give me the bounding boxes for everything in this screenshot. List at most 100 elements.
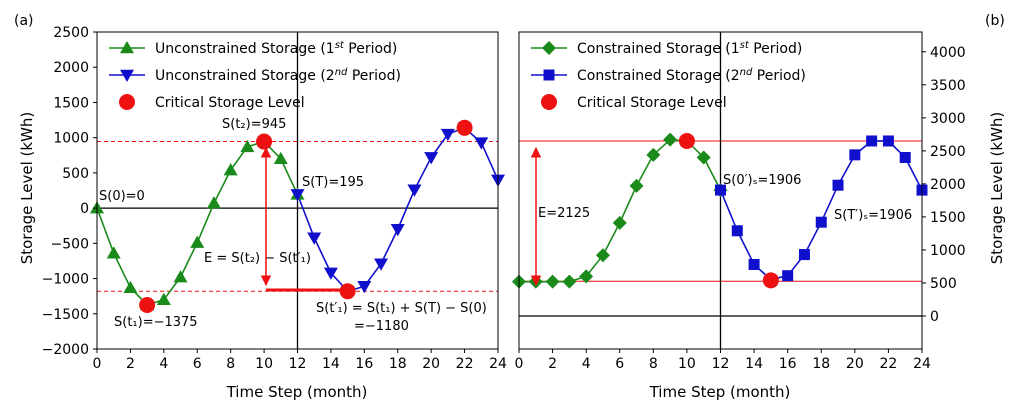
- annotation-st1p-formula: S(t′₁) = S(t₁) + S(T) − S(0): [316, 301, 487, 316]
- legend-a: Unconstrained Storage (1st Period) Uncons…: [109, 40, 401, 111]
- data-point-s2-2: [307, 232, 322, 245]
- legend-label-1: Unconstrained Storage (1st Period): [155, 40, 397, 58]
- x-tick-label: 24: [913, 356, 931, 372]
- data-point-s1-12: [696, 150, 711, 165]
- data-point-s1-7: [612, 215, 627, 230]
- data-point-s1-3: [545, 274, 560, 289]
- x-tick-label: 12: [712, 356, 730, 372]
- data-point-s1-9: [223, 163, 238, 176]
- x-tick-label: 2: [126, 356, 135, 372]
- data-point-s1-12: [273, 151, 288, 165]
- y-tick-label: 500: [62, 166, 89, 182]
- x-tick-label: 8: [649, 356, 658, 372]
- x-tick-label: 16: [779, 356, 797, 372]
- data-point-s1-8: [206, 196, 221, 209]
- x-axis-label-b: Time Step (month): [649, 383, 791, 401]
- data-point-s3-1: [678, 132, 695, 149]
- x-tick-label: 4: [582, 356, 591, 372]
- legend-label-3: Critical Storage Level: [577, 95, 727, 111]
- x-tick-label: 4: [159, 356, 168, 372]
- data-point-s2-8: [832, 179, 844, 191]
- data-point-s2-12: [899, 151, 911, 163]
- data-point-s2-2: [731, 225, 743, 237]
- data-point-s2-1: [715, 184, 726, 196]
- data-point-s1-9: [646, 147, 661, 162]
- data-point-s3-2: [762, 272, 779, 289]
- x-tick-label: 10: [678, 356, 696, 372]
- annotations-a: S(0)=0 S(t₂)=945 S(T)=195 S(t₁)=−1375 E …: [99, 117, 487, 334]
- data-point-s1-8: [629, 178, 644, 193]
- legend-marker-2: [543, 69, 555, 81]
- data-point-s2-11: [882, 135, 894, 147]
- data-point-s1-3: [123, 280, 138, 293]
- annotation-s0: S(0)=0: [99, 189, 145, 204]
- y-tick-label: 2000: [53, 60, 89, 76]
- x-tick-label: 0: [93, 356, 102, 372]
- x-tick-label: 10: [255, 356, 273, 372]
- data-point-s2-10: [440, 128, 455, 142]
- data-point-s2-10: [866, 135, 878, 147]
- legend-label-2: Constrained Storage (2nd Period): [577, 67, 806, 85]
- data-point-s1-5: [156, 292, 171, 305]
- data-point-s1-2: [106, 246, 121, 259]
- x-tick-label: 6: [615, 356, 624, 372]
- x-tick-label: 18: [812, 356, 830, 372]
- data-point-s2-3: [748, 258, 760, 270]
- panel-label-a: (a): [14, 13, 34, 29]
- y-tick-label: 500: [930, 276, 957, 292]
- annotation-st1p-value: =−1180: [354, 319, 409, 334]
- y-tick-label: −500: [51, 236, 89, 252]
- data-point-s1-5: [579, 269, 594, 284]
- legend-label-2: Unconstrained Storage (2nd Period): [155, 67, 401, 85]
- annotation-st2: S(t₂)=945: [222, 117, 286, 132]
- x-tick-label: 0: [515, 356, 524, 372]
- y-tick-label: −1000: [42, 272, 89, 288]
- data-point-s1-6: [173, 270, 188, 283]
- data-point-s3-1: [139, 296, 156, 313]
- data-point-s2-6: [798, 249, 810, 261]
- data-point-s2-9: [424, 152, 439, 165]
- data-point-s1-6: [595, 248, 610, 263]
- annotation-st1: S(t₁)=−1375: [114, 315, 198, 330]
- legend-label-3: Critical Storage Level: [155, 95, 305, 111]
- series-line-1: [96, 140, 299, 306]
- x-tick-label: 12: [289, 356, 307, 372]
- data-point-s3-2: [256, 133, 273, 150]
- panel-label-b: (b): [985, 13, 1005, 29]
- data-point-s2-6: [374, 258, 389, 271]
- x-tick-label: 22: [456, 356, 474, 372]
- legend-b: Constrained Storage (1st Period) Constrai…: [531, 40, 806, 111]
- y-tick-label: 1000: [930, 243, 966, 259]
- annotation-E: E=2125: [538, 206, 590, 221]
- chart-panel-b: 0 2 4 6 8 10 12 14 16 18 20 22 240500100015002000250…: [512, 31, 1006, 401]
- data-point-s2-5: [782, 270, 794, 282]
- y-tick-label: 1000: [53, 131, 89, 147]
- annotation-sT: S(T)=195: [302, 175, 364, 190]
- x-tick-label: 14: [322, 356, 340, 372]
- annotation-s0s: S(0′)ₛ=1906: [723, 173, 801, 188]
- data-point-s3-3: [339, 283, 356, 300]
- y-tick-label: 0: [80, 201, 89, 217]
- legend-marker-1: [120, 41, 134, 54]
- annotation-sTs: S(T′)ₛ=1906: [834, 208, 912, 223]
- y-tick-label: −2000: [42, 342, 89, 358]
- x-axis-label-a: Time Step (month): [226, 383, 368, 401]
- y-tick-label: 1500: [930, 210, 966, 226]
- data-point-s1-4: [562, 274, 577, 289]
- y-tick-label: 2500: [53, 25, 89, 41]
- chart-panel-a: 0 2 4 6 8 10 12 14 16 18 20 22 24−2000−1500−1000−500…: [18, 25, 507, 401]
- data-point-s2-12: [474, 137, 489, 150]
- x-tick-label: 18: [389, 356, 407, 372]
- data-point-s1-10: [663, 132, 678, 147]
- data-point-s2-7: [815, 216, 827, 228]
- data-point-s2-5: [357, 281, 372, 294]
- y-axis-label-b: Storage Level (kWh): [988, 112, 1006, 265]
- legend-label-1: Constrained Storage (1st Period): [577, 40, 802, 58]
- data-point-s2-8: [407, 184, 422, 197]
- x-tick-label: 8: [226, 356, 235, 372]
- legend-marker-3: [541, 94, 557, 110]
- x-tick-label: 22: [880, 356, 898, 372]
- legend-marker-2: [120, 69, 134, 82]
- y-tick-label: −1500: [42, 307, 89, 323]
